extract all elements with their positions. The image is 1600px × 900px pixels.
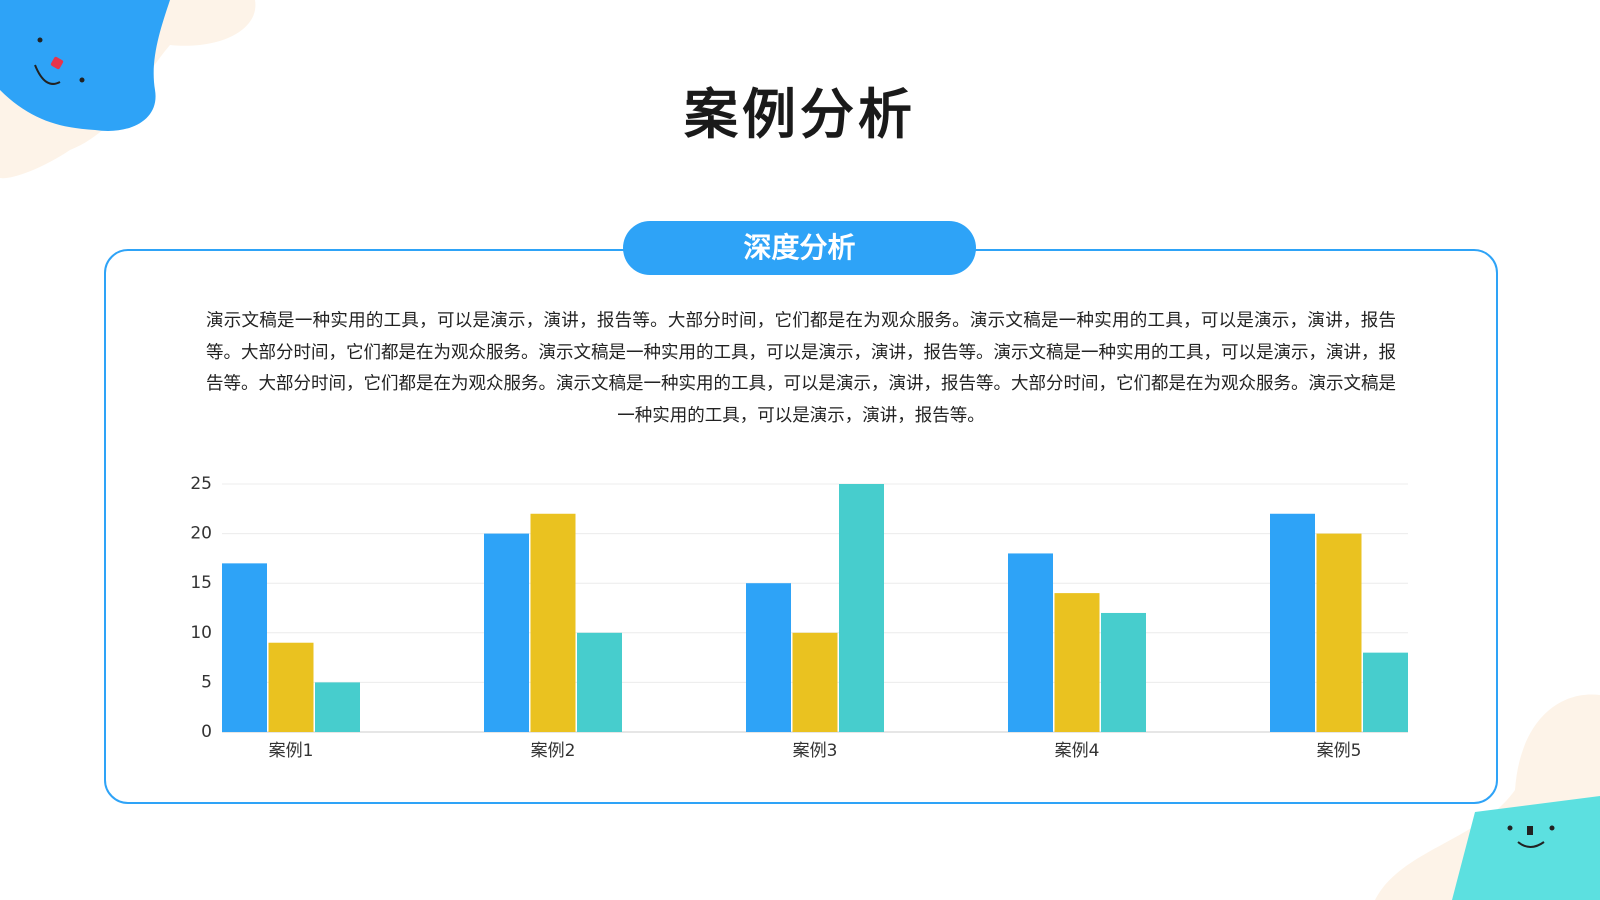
y-tick-label: 25 <box>190 474 212 494</box>
bar <box>484 533 529 732</box>
bar <box>1270 513 1315 732</box>
bar <box>1363 652 1408 732</box>
y-tick-label: 10 <box>190 623 212 643</box>
bar <box>839 484 884 732</box>
y-tick-label: 0 <box>201 722 212 742</box>
bar <box>792 632 838 732</box>
x-tick-label: 案例3 <box>793 741 838 761</box>
x-tick-label: 案例2 <box>531 741 576 761</box>
body-text: 演示文稿是一种实用的工具，可以是演示，演讲，报告等。大部分时间，它们都是在为观众… <box>206 311 1396 426</box>
x-tick-label: 案例1 <box>269 741 314 761</box>
bar <box>746 583 791 732</box>
bar <box>1054 593 1100 732</box>
y-tick-label: 15 <box>190 573 212 593</box>
bar <box>1101 612 1146 732</box>
bar <box>1316 533 1362 732</box>
bar <box>222 563 267 732</box>
bar <box>268 642 314 732</box>
bar <box>530 513 576 732</box>
x-tick-label: 案例4 <box>1055 741 1100 761</box>
bar <box>315 682 360 732</box>
x-tick-label: 案例5 <box>1317 741 1362 761</box>
bar <box>1008 553 1053 732</box>
slide-title: 案例分析 <box>684 83 916 146</box>
y-tick-label: 20 <box>190 524 212 544</box>
bar <box>577 632 622 732</box>
y-tick-label: 5 <box>201 672 212 692</box>
section-badge: 深度分析 <box>623 221 976 275</box>
